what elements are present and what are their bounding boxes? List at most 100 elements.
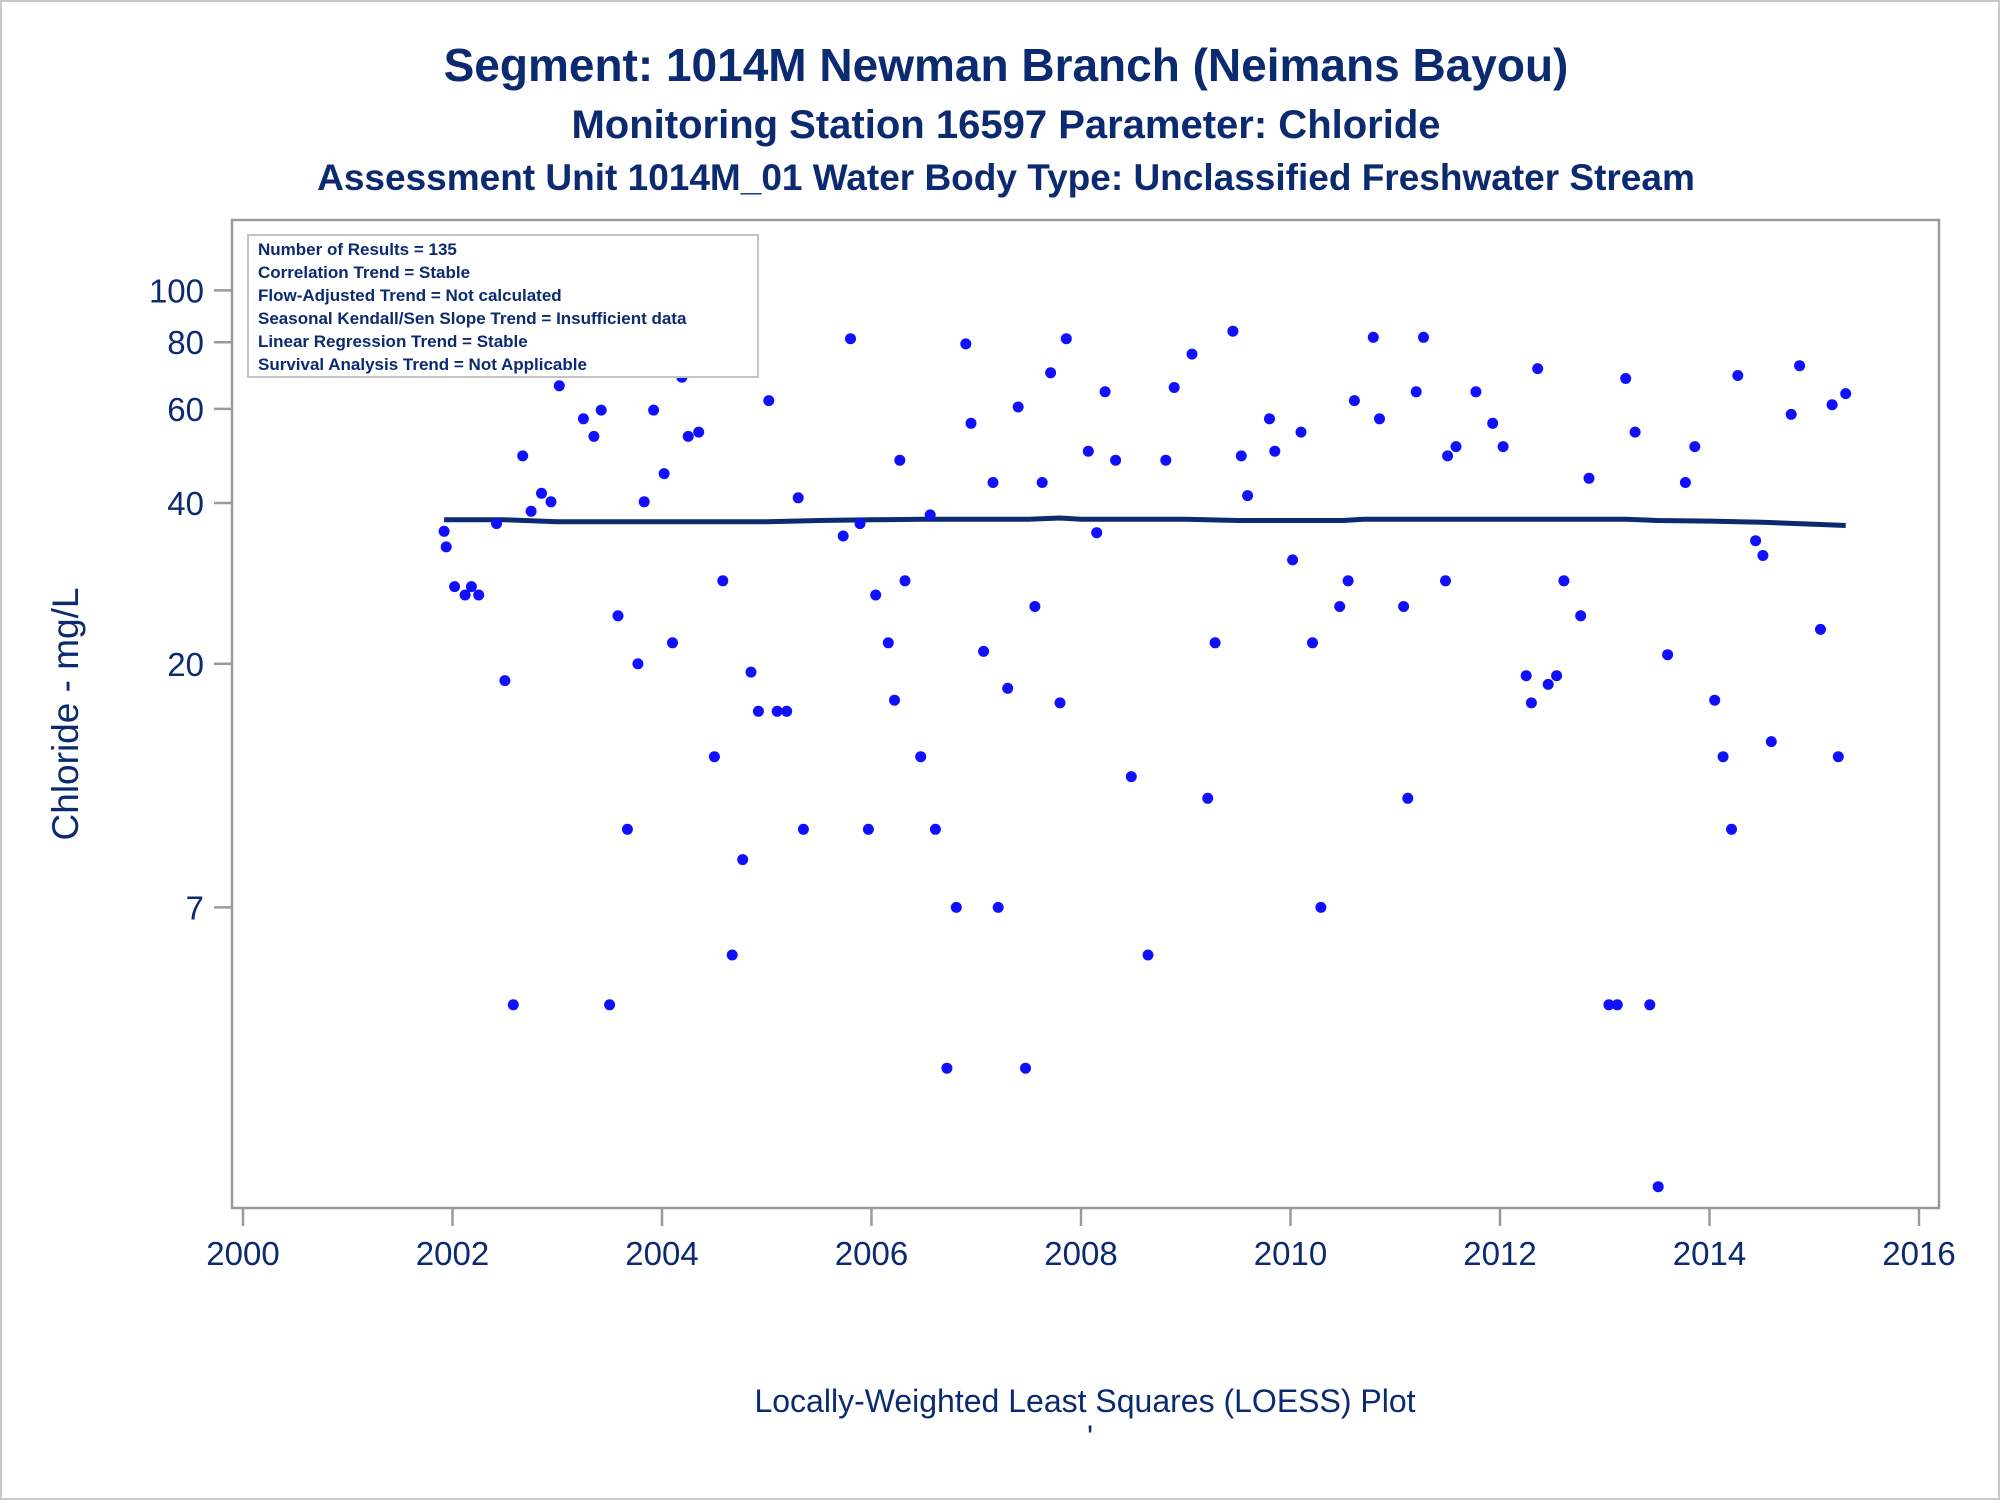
y-tick-label-40: 40 xyxy=(167,485,204,522)
data-point xyxy=(1418,331,1429,343)
data-point xyxy=(658,468,670,480)
data-point xyxy=(1525,697,1537,709)
data-point xyxy=(621,823,633,835)
x-tick-label-2012: 2012 xyxy=(1463,1235,1536,1272)
data-point xyxy=(1520,670,1532,682)
data-point xyxy=(1832,751,1844,763)
chart-footnote: Locally-Weighted Least Squares (LOESS) P… xyxy=(754,1383,1415,1419)
data-point xyxy=(837,530,849,542)
stats-line-correlation: Correlation Trend = Stable xyxy=(258,263,470,282)
data-point xyxy=(965,417,977,429)
stats-line-linear-regression: Linear Regression Trend = Stable xyxy=(258,332,528,351)
data-point xyxy=(588,430,600,442)
data-point xyxy=(929,823,941,835)
data-point xyxy=(1840,388,1852,400)
chart-subtitle: Monitoring Station 16597 Parameter: Chlo… xyxy=(571,103,1440,147)
data-point xyxy=(1160,454,1172,466)
data-point xyxy=(648,404,660,416)
data-point xyxy=(960,338,972,350)
data-point xyxy=(1002,682,1014,694)
data-point xyxy=(1815,623,1826,635)
data-point xyxy=(577,413,589,425)
data-point xyxy=(1487,417,1499,429)
data-point xyxy=(1765,736,1777,748)
data-point xyxy=(1348,395,1360,407)
data-point xyxy=(1732,370,1744,381)
stats-line-results: Number of Results = 135 xyxy=(258,240,457,259)
data-point xyxy=(899,575,911,587)
y-tick-label-60: 60 xyxy=(167,391,204,428)
data-point xyxy=(440,541,452,553)
trend-stats-frame xyxy=(247,234,759,378)
data-point xyxy=(473,589,485,601)
y-axis-label: Chloride - mg/L xyxy=(45,588,86,841)
data-point xyxy=(1442,450,1454,462)
data-point xyxy=(1307,637,1318,649)
data-point xyxy=(1826,399,1838,411)
y-tick-label-80: 80 xyxy=(167,324,204,361)
data-point xyxy=(1497,441,1509,453)
data-point xyxy=(1367,331,1379,343)
data-point xyxy=(1689,441,1701,453)
data-point xyxy=(1583,472,1595,484)
loess-series xyxy=(444,515,1846,528)
data-point xyxy=(854,518,866,530)
data-point xyxy=(1558,575,1570,587)
data-point xyxy=(1575,610,1587,622)
data-point xyxy=(1470,386,1482,398)
data-point xyxy=(950,901,962,913)
trend-stats-box: Number of Results = 135 Correlation Tren… xyxy=(247,234,759,378)
data-point xyxy=(1020,1062,1031,1074)
data-point xyxy=(1757,550,1769,561)
data-point xyxy=(1209,637,1221,649)
data-point xyxy=(693,426,705,438)
measurement-series xyxy=(438,258,1852,1193)
data-point xyxy=(1532,363,1544,375)
data-point xyxy=(1287,554,1299,566)
data-point xyxy=(595,404,607,416)
data-point xyxy=(726,949,738,961)
data-point xyxy=(1542,678,1554,690)
data-point xyxy=(1054,697,1066,709)
x-tick-label-2008: 2008 xyxy=(1044,1235,1117,1272)
data-point xyxy=(1750,535,1762,547)
data-point xyxy=(870,589,882,601)
data-point xyxy=(525,505,537,517)
y-tick-label-20: 20 xyxy=(167,646,204,683)
data-point xyxy=(792,492,804,504)
data-point xyxy=(752,705,764,717)
data-point xyxy=(1603,999,1615,1011)
data-point xyxy=(1794,360,1806,372)
data-point xyxy=(737,854,749,866)
chart-title: Segment: 1014M Newman Branch (Neimans Ba… xyxy=(444,39,1569,91)
data-point xyxy=(1620,373,1632,384)
data-point xyxy=(459,589,471,601)
stats-line-flow-adjusted: Flow-Adjusted Trend = Not calculated xyxy=(258,286,562,305)
data-point xyxy=(889,694,900,706)
x-tick-label-2002: 2002 xyxy=(416,1235,489,1272)
data-point xyxy=(894,454,906,466)
data-point xyxy=(1398,601,1410,612)
data-point xyxy=(1450,441,1462,453)
data-point xyxy=(1012,401,1024,413)
data-point xyxy=(1060,333,1072,345)
x-tick-label-2006: 2006 xyxy=(835,1235,908,1272)
x-tick-label-2010: 2010 xyxy=(1254,1235,1327,1272)
loess-line xyxy=(444,515,1846,528)
data-point xyxy=(763,395,775,407)
data-point xyxy=(1315,901,1327,913)
data-point xyxy=(638,496,650,508)
data-point xyxy=(1334,601,1346,612)
data-point xyxy=(632,658,644,670)
data-point xyxy=(1726,823,1737,835)
data-point xyxy=(1410,386,1422,398)
data-point xyxy=(745,666,757,678)
data-point xyxy=(1264,413,1275,425)
data-point xyxy=(1644,999,1656,1011)
y-tick-label-100: 100 xyxy=(149,272,204,309)
data-point xyxy=(1295,426,1307,438)
data-point xyxy=(771,705,783,717)
data-point xyxy=(1110,454,1122,466)
y-axis: 7 20 40 60 80 100 xyxy=(149,272,232,926)
